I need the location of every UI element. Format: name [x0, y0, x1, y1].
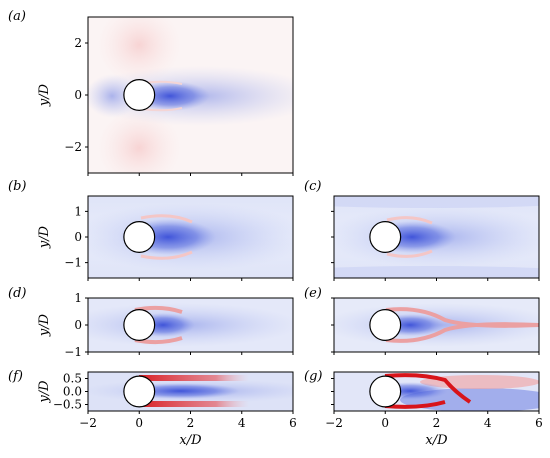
axes-overlay: −2 0 2 (a) y/D −1 0 1 (b) y/D (c) −1 0 1 (d) y/D (e) −2 0 2… [8, 9, 543, 448]
x-tick-label: −2 [325, 416, 343, 430]
panel-label-a: (a) [8, 9, 26, 24]
panel-f-field [88, 372, 293, 411]
y-tick-label: 0.5 [63, 372, 82, 386]
y-tick-label: 0.0 [63, 385, 82, 399]
panel-label-e: (e) [304, 286, 322, 301]
x-axis-label: x/D [179, 433, 202, 448]
panel-a-field [88, 17, 293, 173]
panel-label-c: (c) [304, 179, 321, 194]
y-axis-label: y/D [37, 313, 52, 337]
cylinder-f [123, 375, 156, 408]
cylinder-c [369, 221, 402, 253]
panel-b: −1 0 1 (b) y/D [8, 179, 294, 281]
x-axis-label: x/D [425, 433, 448, 448]
panel-c-field [334, 196, 539, 278]
panel-label-f: (f) [8, 369, 23, 384]
y-tick-label: 0 [74, 230, 82, 244]
panel-d-field [88, 298, 293, 352]
x-tick-label: 2 [187, 416, 195, 430]
x-tick-label: 6 [535, 416, 543, 430]
panel-g: −2 0 2 4 6 (g) x/D [304, 369, 543, 448]
y-tick-label: −2 [64, 140, 82, 154]
y-tick-label: −1 [64, 345, 82, 359]
cylinder-b [123, 221, 156, 253]
panel-label-g: (g) [304, 369, 322, 384]
panel-e-field [334, 298, 539, 352]
y-tick-label: 0 [74, 88, 82, 102]
panel-e: (e) [304, 286, 540, 355]
x-tick-label: 4 [484, 416, 492, 430]
panel-c: (c) [304, 179, 540, 281]
y-tick-label: 0 [74, 318, 82, 332]
x-tick-label: 6 [289, 416, 297, 430]
x-tick-label: 4 [238, 416, 246, 430]
cylinder-a [123, 79, 156, 111]
cylinder-g [369, 375, 402, 408]
panel-f: −2 0 2 4 6 0.50.0−0.5 (f) y/D x/D [8, 369, 297, 448]
panel-a: −2 0 2 (a) y/D [8, 9, 294, 176]
y-tick-label: 1 [74, 204, 82, 218]
x-tick-label: 0 [135, 416, 143, 430]
panel-label-b: (b) [8, 179, 26, 194]
x-tick-label: 0 [381, 416, 389, 430]
y-tick-label: −1 [64, 256, 82, 270]
cylinder-e [369, 309, 402, 341]
x-tick-label: 2 [433, 416, 441, 430]
panel-d: −1 0 1 (d) y/D [8, 286, 294, 359]
y-axis-label: y/D [37, 225, 52, 249]
panel-label-d: (d) [8, 286, 26, 301]
y-tick-label: −0.5 [53, 398, 82, 412]
y-axis-label: y/D [37, 380, 52, 404]
y-tick-label: 1 [74, 291, 82, 305]
panel-b-field [88, 196, 293, 278]
y-tick-label: 2 [74, 36, 82, 50]
cylinder-d [123, 309, 156, 341]
y-axis-label: y/D [37, 83, 52, 107]
x-tick-label: −2 [79, 416, 97, 430]
panel-g-field [334, 372, 539, 411]
